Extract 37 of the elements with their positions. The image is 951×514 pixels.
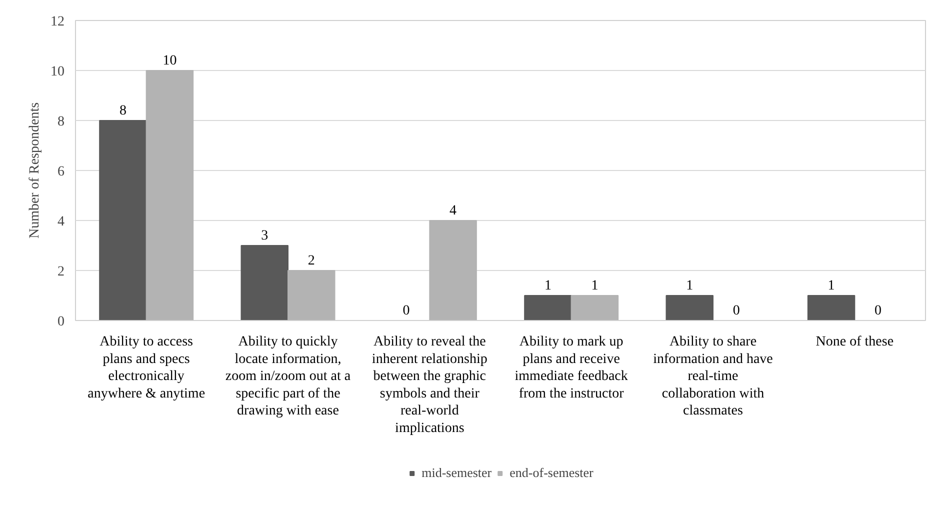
legend-label: mid-semester (422, 465, 492, 481)
bar (288, 270, 336, 320)
bar (570, 295, 619, 320)
bar (807, 295, 856, 320)
x-tick-label: Ability to quickly locate information, zoom in/zoom out at a specific part of the drawing with ease (225, 334, 352, 418)
y-tick-label: 2 (58, 264, 64, 280)
data-label: 0 (732, 304, 740, 318)
data-label: 0 (402, 304, 410, 318)
data-label: 3 (261, 228, 268, 244)
data-label: 10 (162, 54, 177, 68)
data-label: 4 (450, 204, 457, 218)
y-tick-label: 10 (50, 64, 64, 80)
x-tick-label: Ability to reveal the inherent relationship between the graphic symbols and their real-world implications (372, 334, 488, 436)
data-label: 1 (591, 278, 598, 294)
data-label: 8 (119, 104, 126, 118)
data-label: 0 (874, 304, 882, 318)
data-label: 2 (308, 254, 315, 268)
bar (666, 295, 714, 320)
bar (524, 295, 572, 320)
x-tick-label: Ability to access plans and specs electronically anywhere & anytime (88, 334, 206, 402)
legend-label: end-of-semester (510, 465, 594, 481)
bar (240, 245, 288, 320)
x-tick-label: Ability to mark up plans and receive immediate feedback from the instructor (514, 334, 628, 402)
y-tick-label: 12 (50, 14, 64, 30)
bar (146, 70, 194, 320)
y-tick-label: 0 (58, 314, 64, 330)
x-tick-label: None of these (816, 334, 894, 350)
bar (429, 220, 477, 320)
x-tick-label: Ability to share information and have real-time collaboration with classmates (653, 334, 773, 418)
data-label: 1 (686, 278, 694, 294)
y-tick-label: 6 (58, 164, 64, 180)
data-label: 1 (544, 278, 552, 294)
y-tick-label: 4 (58, 214, 64, 230)
y-axis-title: Number of Respondents (28, 102, 42, 239)
bar (99, 120, 147, 320)
y-tick-label: 8 (58, 114, 64, 130)
data-label: 1 (828, 278, 835, 294)
